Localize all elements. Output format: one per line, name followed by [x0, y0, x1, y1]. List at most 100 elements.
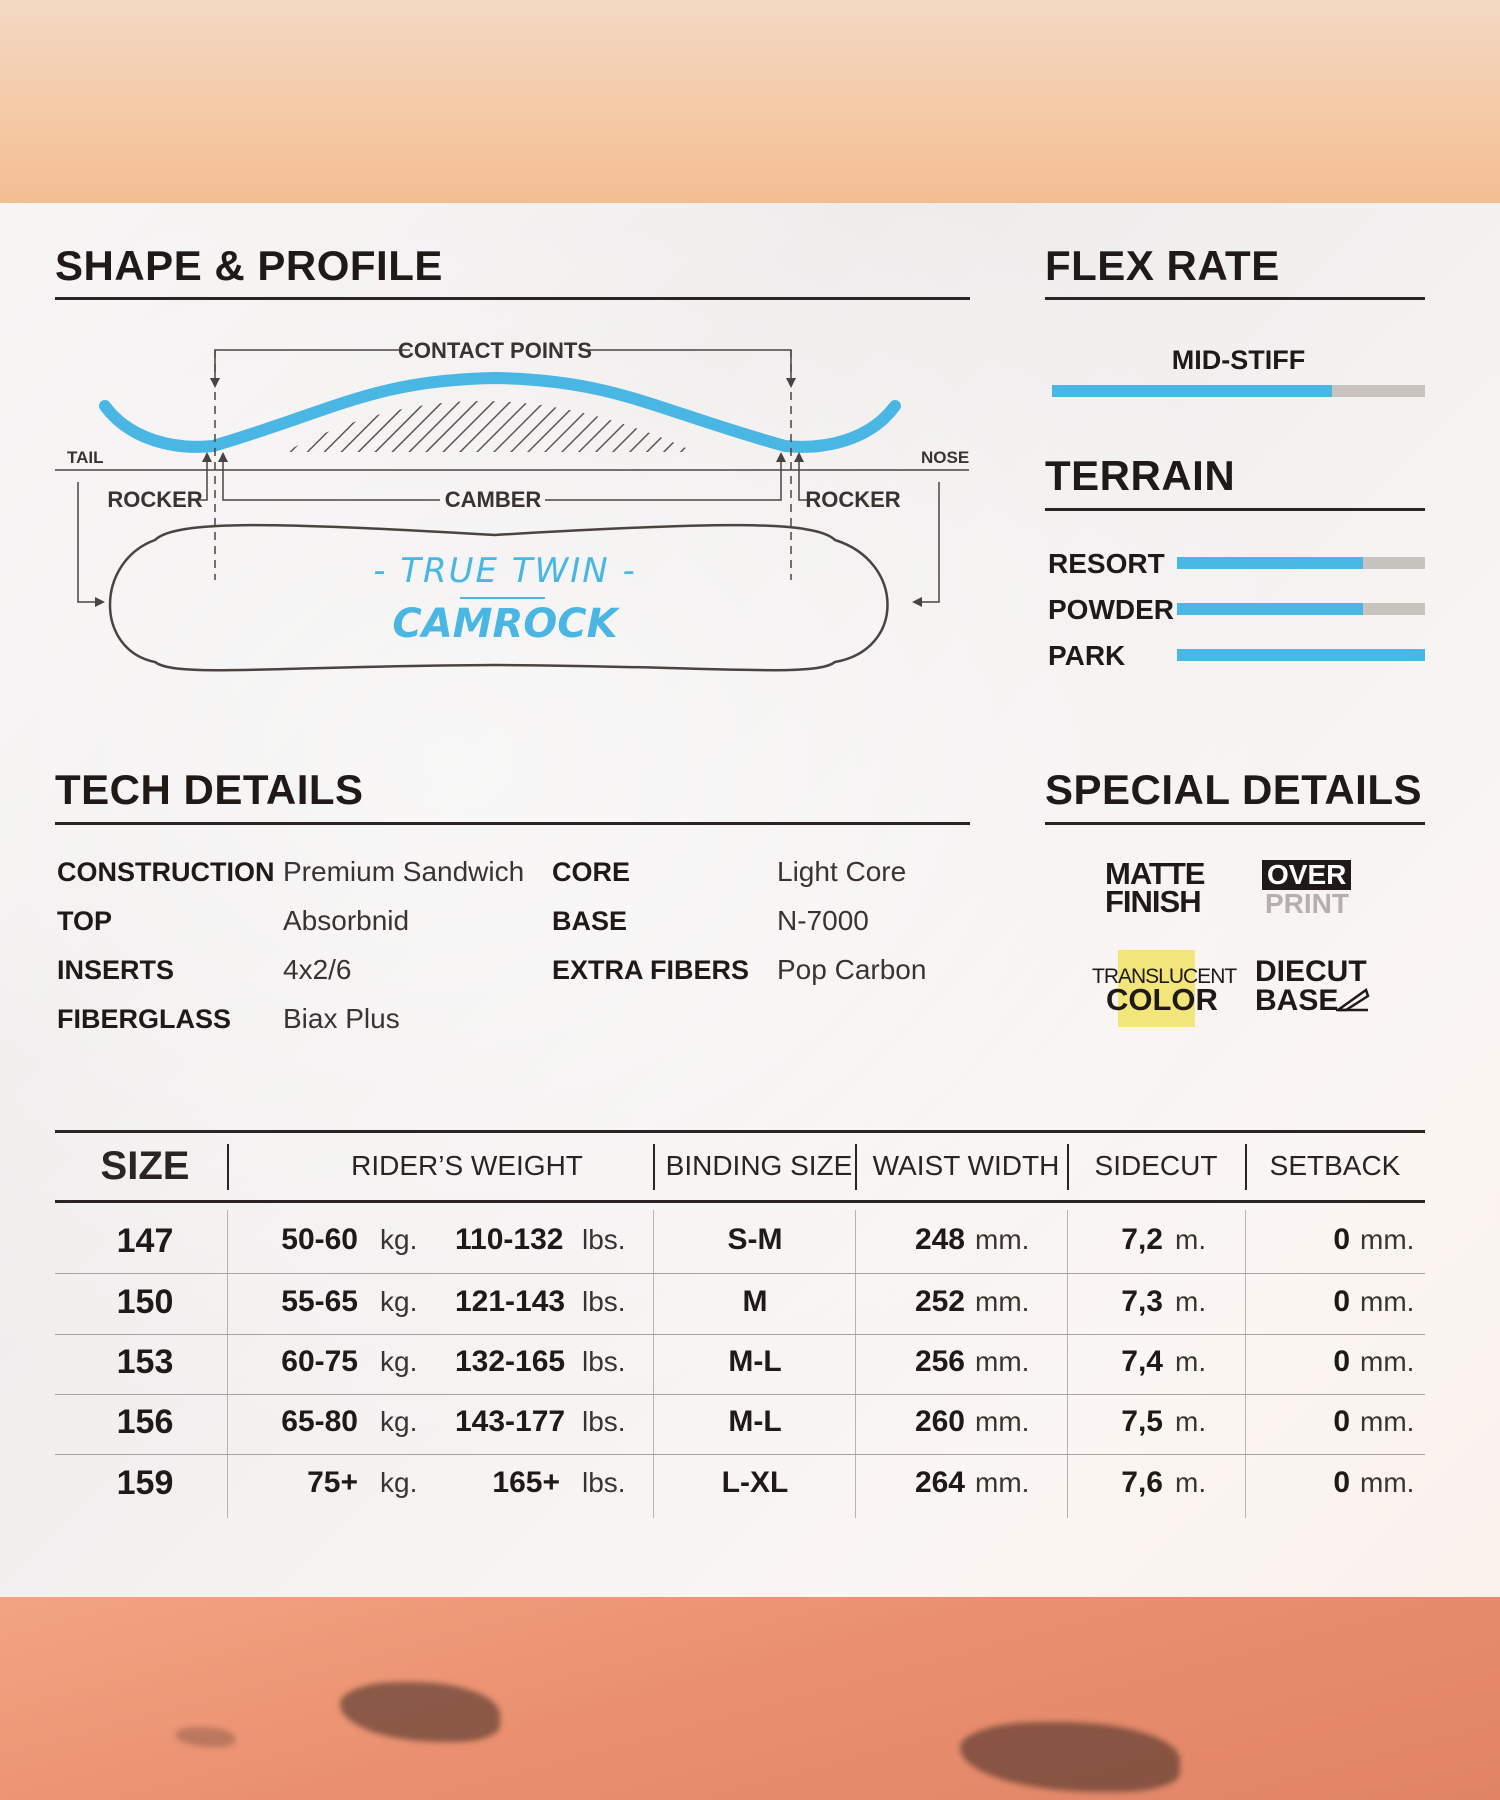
special-details-rule — [1045, 822, 1425, 825]
setback-cell: 0 — [1333, 1405, 1350, 1438]
top-photo-band — [0, 0, 1500, 203]
profile-name: CAMROCK — [392, 601, 620, 647]
sidecut-unit: m. — [1175, 1406, 1207, 1437]
matte-line-1: MATTE — [1105, 856, 1205, 891]
flex-rate-title: FLEX RATE — [1045, 242, 1280, 289]
tech-val-construction: Premium Sandwich — [283, 856, 525, 887]
sidecut-unit: m. — [1175, 1286, 1207, 1317]
waist-cell: 252 — [914, 1285, 965, 1318]
setback-cell: 0 — [1333, 1345, 1350, 1378]
tech-val-fiberglass: Biax Plus — [283, 1003, 400, 1034]
waist-unit: mm. — [975, 1346, 1030, 1377]
board-outline — [108, 523, 889, 672]
lbs-unit: lbs. — [582, 1467, 626, 1498]
size-cell: 150 — [116, 1283, 174, 1321]
waist-unit: mm. — [975, 1406, 1030, 1437]
table-header-rule — [55, 1200, 1425, 1203]
weight-lbs-cell: 110-132 — [455, 1223, 564, 1256]
binding-cell: M-L — [728, 1345, 782, 1378]
tail-label: TAIL — [67, 448, 104, 467]
size-cell: 159 — [116, 1464, 174, 1502]
sidecut-cell: 7,3 — [1121, 1285, 1163, 1318]
header-binding-size: BINDING SIZE — [665, 1150, 853, 1181]
tech-key-extra-fibers: EXTRA FIBERS — [552, 955, 750, 985]
overprint-line-1: OVER — [1262, 860, 1352, 890]
terrain-park-bar — [1177, 649, 1425, 661]
terrain-resort-bar — [1177, 557, 1425, 569]
header-setback: SETBACK — [1269, 1150, 1401, 1181]
waist-cell: 264 — [914, 1466, 965, 1499]
flex-rate-bar-fill — [1052, 385, 1332, 397]
translucent-highlight — [1118, 950, 1195, 1027]
lbs-unit: lbs. — [582, 1224, 626, 1255]
waist-unit: mm. — [975, 1286, 1030, 1317]
camber-hatch — [285, 401, 695, 452]
binding-cell: S-M — [727, 1223, 783, 1256]
weight-kg-cell: 50-60 — [281, 1223, 358, 1256]
overprint-line-2: PRINT — [1265, 888, 1349, 919]
waist-unit: mm. — [975, 1224, 1030, 1255]
binding-cell: L-XL — [721, 1466, 789, 1499]
terrain-resort-label: RESORT — [1048, 548, 1165, 579]
flex-rate-bar — [1052, 385, 1425, 397]
weight-lbs-cell: 143-177 — [455, 1405, 566, 1438]
matte-line-2: FINISH — [1105, 884, 1202, 919]
tech-key-top: TOP — [57, 906, 113, 936]
sidecut-cell: 7,5 — [1121, 1405, 1163, 1438]
binding-cell: M-L — [728, 1405, 782, 1438]
header-waist-width: WAIST WIDTH — [872, 1150, 1060, 1181]
setback-unit: mm. — [1360, 1467, 1415, 1498]
camber-label: CAMBER — [445, 487, 542, 512]
terrain-powder-bar — [1177, 603, 1425, 615]
setback-unit: mm. — [1360, 1286, 1415, 1317]
translucent-line-2: COLOR — [1106, 982, 1218, 1017]
tech-key-construction: CONSTRUCTION — [57, 857, 275, 887]
translucent-line-1: TRANSLUCENT — [1092, 965, 1237, 988]
setback-unit: mm. — [1360, 1224, 1415, 1255]
setback-unit: mm. — [1360, 1346, 1415, 1377]
diecut-knife-icon — [1336, 987, 1370, 1012]
terrain-rule — [1045, 508, 1425, 511]
weight-kg-cell: 75+ — [307, 1466, 358, 1499]
terrain-resort-bar-fill — [1177, 557, 1363, 569]
size-table: SIZE RIDER’S WEIGHT BINDING SIZE WAIST W… — [55, 1130, 1425, 1520]
header-sidecut: SIDECUT — [1094, 1150, 1218, 1181]
sidecut-unit: m. — [1175, 1346, 1207, 1377]
terrain-park-label: PARK — [1048, 640, 1126, 671]
diecut-line-1: DIECUT — [1255, 955, 1367, 988]
setback-cell: 0 — [1333, 1223, 1350, 1256]
lbs-unit: lbs. — [582, 1346, 626, 1377]
size-cell: 147 — [116, 1222, 174, 1260]
header-size: SIZE — [100, 1144, 190, 1188]
special-details-title: SPECIAL DETAILS — [1045, 766, 1422, 813]
board-profile-diagram: CONTACT POINTS TAIL NOSE ROCKER CAMBER R… — [55, 338, 969, 672]
setback-unit: mm. — [1360, 1406, 1415, 1437]
weight-lbs-cell: 132-165 — [455, 1345, 566, 1378]
sidecut-unit: m. — [1175, 1224, 1207, 1255]
lbs-unit: lbs. — [582, 1286, 626, 1317]
sidecut-cell: 7,4 — [1121, 1345, 1163, 1378]
weight-lbs-cell: 165+ — [492, 1466, 560, 1499]
shape-profile-title: SHAPE & PROFILE — [55, 242, 443, 289]
binding-cell: M — [742, 1285, 768, 1318]
waist-cell: 260 — [914, 1405, 965, 1438]
setback-cell: 0 — [1333, 1466, 1350, 1499]
tech-key-fiberglass: FIBERGLASS — [57, 1004, 232, 1034]
bottom-photo-band — [0, 1597, 1500, 1800]
size-cell: 156 — [116, 1403, 174, 1441]
sidecut-cell: 7,2 — [1121, 1223, 1163, 1256]
board-profile-curve — [99, 371, 901, 453]
contact-points-label: CONTACT POINTS — [398, 338, 592, 363]
size-cell: 153 — [116, 1343, 174, 1381]
tech-key-base: BASE — [552, 906, 628, 936]
terrain-powder-bar-fill — [1177, 603, 1363, 615]
weight-kg-cell: 60-75 — [281, 1345, 358, 1378]
tech-val-base: N-7000 — [777, 905, 869, 936]
weight-kg-cell: 55-65 — [281, 1285, 358, 1318]
lbs-unit: lbs. — [582, 1406, 626, 1437]
tech-key-inserts: INSERTS — [57, 955, 175, 985]
rocker-right-label: ROCKER — [805, 487, 900, 512]
tech-key-core: CORE — [552, 857, 631, 887]
header-rider-weight: RIDER’S WEIGHT — [351, 1150, 583, 1181]
terrain-title: TERRAIN — [1045, 452, 1236, 499]
